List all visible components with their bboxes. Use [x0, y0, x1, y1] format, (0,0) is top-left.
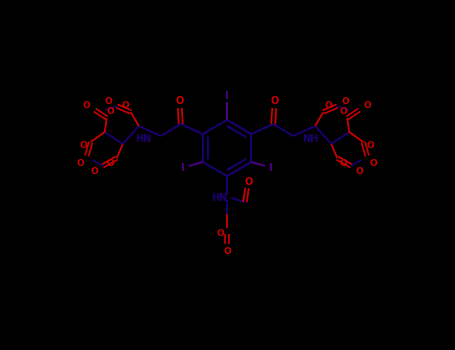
Text: O: O — [105, 97, 113, 105]
Text: O: O — [245, 177, 253, 187]
Text: O: O — [77, 160, 85, 168]
Text: I: I — [225, 91, 229, 101]
Text: O: O — [341, 97, 349, 105]
Text: O: O — [107, 107, 115, 117]
Text: I: I — [181, 163, 185, 173]
Text: O: O — [355, 168, 363, 176]
Text: O: O — [339, 107, 347, 117]
Text: O: O — [107, 160, 115, 168]
Text: O: O — [270, 96, 278, 106]
Text: NH: NH — [302, 134, 318, 144]
Text: O: O — [223, 247, 231, 257]
Text: HN: HN — [211, 193, 227, 203]
Text: O: O — [324, 102, 332, 111]
Text: HN: HN — [136, 134, 152, 144]
Text: O: O — [366, 141, 374, 150]
Text: O: O — [91, 168, 99, 176]
Text: O: O — [216, 229, 224, 238]
Text: O: O — [339, 160, 347, 168]
Text: O: O — [369, 160, 377, 168]
Text: O: O — [122, 102, 130, 111]
Text: O: O — [80, 141, 88, 150]
Text: O: O — [364, 100, 371, 110]
Text: O: O — [83, 100, 91, 110]
Text: I: I — [269, 163, 273, 173]
Text: O: O — [176, 96, 184, 106]
